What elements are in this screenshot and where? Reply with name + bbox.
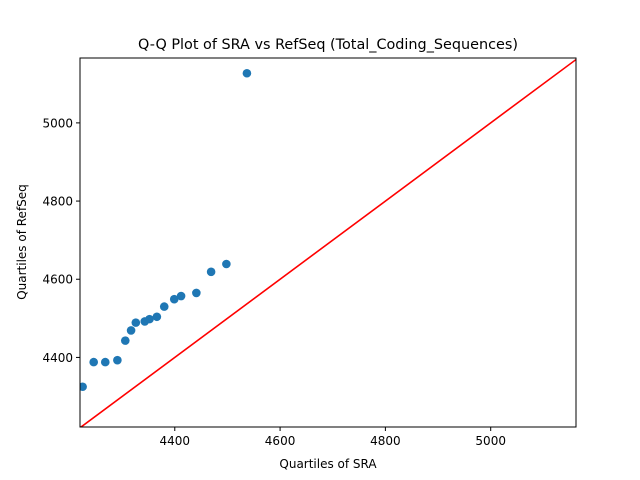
y-tick-label: 4400 [42, 351, 73, 365]
x-axis-label: Quartiles of SRA [279, 457, 377, 471]
data-point [80, 382, 87, 392]
data-point [222, 259, 231, 269]
data-point [242, 68, 252, 78]
x-tick-label: 4800 [370, 434, 401, 448]
data-point [152, 312, 162, 322]
reference-line [80, 58, 576, 427]
data-point [159, 302, 169, 311]
data-point [192, 288, 201, 298]
y-tick-label: 4800 [42, 195, 73, 209]
data-point [145, 314, 154, 324]
y-tick-label: 5000 [42, 116, 73, 130]
data-point [206, 267, 216, 277]
y-axis-label: Quartiles of RefSeq [15, 184, 29, 300]
data-point [120, 336, 130, 345]
x-tick-label: 5000 [475, 434, 506, 448]
plot-frame [79, 57, 577, 428]
x-tick-label: 4600 [265, 434, 296, 448]
plot-area: 4400 4600 4800 5000 4400 4600 4800 5000 [42, 57, 577, 448]
data-point [100, 357, 110, 367]
data-point [89, 357, 98, 367]
data-point [126, 326, 136, 335]
data-layer [80, 58, 576, 427]
data-point [169, 294, 179, 304]
data-point [113, 355, 122, 365]
data-point [176, 291, 186, 301]
y-tick-label: 4600 [42, 273, 73, 287]
data-point [131, 318, 141, 327]
chart-title: Q-Q Plot of SRA vs RefSeq (Total_Coding_… [138, 37, 518, 53]
x-tick-label: 4400 [160, 434, 191, 448]
